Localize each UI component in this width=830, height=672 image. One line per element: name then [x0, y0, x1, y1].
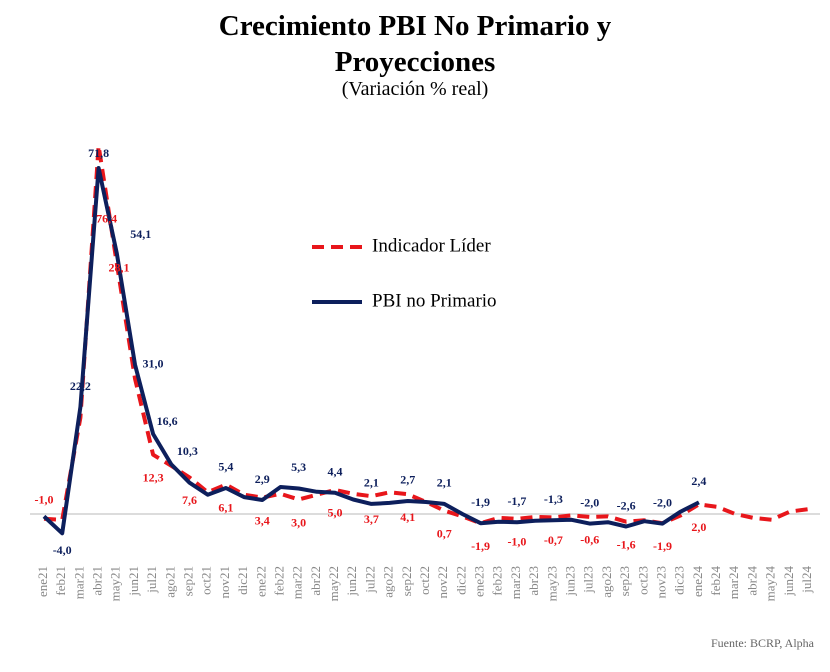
data-label: -1,3	[544, 492, 563, 506]
data-label: 4,4	[328, 465, 343, 479]
data-label: -1,9	[653, 539, 672, 553]
data-label: 5,0	[328, 506, 343, 520]
x-tick-label: dic23	[672, 566, 687, 595]
x-tick-label: jun22	[344, 566, 359, 597]
x-tick-label: feb21	[53, 566, 68, 596]
data-label: 4,1	[400, 510, 415, 524]
x-tick-label: jun24	[781, 566, 796, 597]
x-tick-label: ene22	[253, 566, 268, 597]
x-tick-label: abr24	[744, 566, 759, 596]
legend-label: PBI no Primario	[372, 290, 497, 311]
data-label: 2,7	[400, 473, 415, 487]
data-label: 3,7	[364, 512, 379, 526]
data-label: -1,0	[35, 493, 54, 507]
data-label: -1,7	[507, 494, 526, 508]
x-tick-label: jul23	[581, 566, 596, 594]
x-tick-label: ago22	[381, 566, 396, 598]
data-label: -2,6	[617, 498, 636, 512]
x-tick-label: sep21	[181, 566, 196, 596]
legend-label: Indicador Líder	[372, 235, 491, 256]
x-tick-label: may21	[108, 566, 123, 601]
x-tick-label: sep22	[399, 566, 414, 596]
data-label: 2,9	[255, 472, 270, 486]
data-label: 7,6	[182, 493, 197, 507]
data-label: 2,4	[691, 474, 706, 488]
x-tick-label: ene21	[35, 566, 50, 597]
x-tick-label: may22	[326, 566, 341, 601]
data-label: 54,1	[130, 227, 151, 241]
x-tick-label: feb22	[271, 566, 286, 596]
x-tick-label: ago23	[599, 566, 614, 598]
data-label: 0,7	[437, 526, 452, 540]
source: Fuente: BCRP, Alpha	[710, 636, 814, 650]
data-label: 2,1	[364, 476, 379, 490]
x-tick-label: oct23	[635, 566, 650, 595]
x-tick-label: mar23	[508, 566, 523, 599]
data-label: 22,2	[70, 379, 91, 393]
chart-subtitle: (Variación % real)	[341, 78, 489, 100]
data-label: 2,1	[437, 476, 452, 490]
chart-title: Crecimiento PBI No Primario y Proyeccion…	[218, 10, 612, 78]
data-label: -0,6	[580, 533, 599, 547]
data-label: 5,4	[218, 460, 233, 474]
x-tick-label: nov23	[653, 566, 668, 599]
data-label: 3,4	[255, 513, 270, 527]
data-label: -2,0	[653, 495, 672, 509]
x-tick-label: oct21	[199, 566, 214, 595]
x-tick-label: mar22	[290, 566, 305, 599]
x-tick-label: mar21	[71, 566, 86, 599]
x-tick-label: nov22	[435, 566, 450, 599]
series-line	[43, 143, 809, 526]
data-label: 71,8	[88, 146, 109, 160]
x-tick-label: dic21	[235, 566, 250, 595]
x-tick-label: nov21	[217, 566, 232, 599]
x-tick-label: feb24	[708, 566, 723, 596]
x-tick-label: feb23	[490, 566, 505, 596]
x-tick-label: ene24	[690, 566, 705, 598]
data-label: -1,9	[471, 495, 490, 509]
x-tick-label: sep23	[617, 566, 632, 596]
x-tick-label: abr23	[526, 566, 541, 596]
data-label: 76,4	[96, 212, 117, 226]
x-tick-label: ene23	[472, 566, 487, 597]
x-tick-label: ago21	[162, 566, 177, 598]
data-label: -1,0	[507, 535, 526, 549]
data-label: 16,6	[157, 414, 178, 428]
data-label: 10,3	[177, 444, 198, 458]
x-tick-label: may23	[544, 566, 559, 601]
x-tick-label: jul24	[799, 566, 814, 594]
x-tick-label: abr22	[308, 566, 323, 596]
x-tick-label: may24	[763, 566, 778, 602]
x-tick-label: abr21	[90, 566, 105, 596]
data-label: -2,0	[580, 495, 599, 509]
x-tick-label: jun23	[563, 566, 578, 597]
x-tick-label: jun21	[126, 566, 141, 597]
data-label: 31,0	[142, 356, 163, 370]
data-label: 6,1	[218, 500, 233, 514]
x-tick-label: oct22	[417, 566, 432, 595]
x-tick-label: jul22	[362, 566, 377, 594]
data-label: 2,0	[691, 520, 706, 534]
data-label: -0,7	[544, 533, 563, 547]
data-label: 3,0	[291, 515, 306, 529]
data-label: -1,9	[471, 539, 490, 553]
data-label: 28,1	[108, 260, 129, 274]
x-tick-label: mar24	[726, 566, 741, 600]
data-label: -4,0	[53, 543, 72, 557]
x-tick-label: jul21	[144, 566, 159, 594]
data-label: -1,6	[617, 537, 636, 551]
data-label: 5,3	[291, 460, 306, 474]
series-line	[42, 166, 700, 536]
data-label: 12,3	[143, 470, 164, 484]
x-tick-label: dic22	[453, 566, 468, 595]
